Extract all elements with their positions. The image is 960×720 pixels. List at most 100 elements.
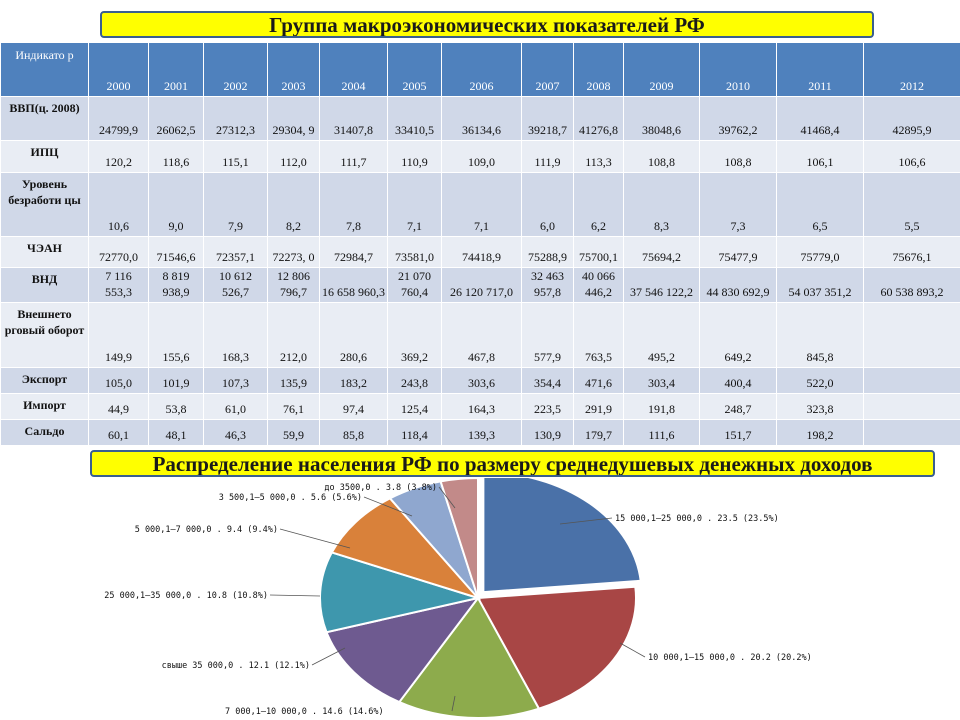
year-header: 2003 <box>267 42 320 97</box>
table-cell: 164,3 <box>441 393 522 420</box>
table-cell: 467,8 <box>441 302 522 368</box>
pie-leader-line <box>279 528 351 549</box>
table-cell: 291,9 <box>573 393 624 420</box>
table-cell: 7,9 <box>203 172 268 237</box>
table-cell: 763,5 <box>573 302 624 368</box>
table-cell: 280,6 <box>319 302 388 368</box>
table-header-row: Индикато р 2000 2001 2002 2003 2004 2005… <box>0 42 960 97</box>
pie-slice <box>439 478 479 599</box>
pie-leader-line <box>559 517 613 525</box>
table-cell: 151,7 <box>699 419 777 446</box>
table-cell: 112,0 <box>267 140 320 173</box>
table-row: Уровень безработи цы 10,6 9,0 7,9 8,2 7,8 7,1 7… <box>0 172 960 237</box>
pie-leader-line <box>269 594 321 597</box>
table-cell: 108,8 <box>623 140 700 173</box>
table-cell: 26062,5 <box>148 96 204 141</box>
table-cell: 303,6 <box>441 367 522 394</box>
pie-slice-label: 5 000,1–7 000,0 . 9.4 (9.4%) <box>135 525 278 535</box>
table-cell: 75477,9 <box>699 236 777 268</box>
year-header: 2009 <box>623 42 700 97</box>
table-cell: 75676,1 <box>863 236 960 268</box>
table-cell: 135,9 <box>267 367 320 394</box>
table-cell: 110,9 <box>387 140 442 173</box>
table-cell: 53,8 <box>148 393 204 420</box>
table-cell: 26 120 717,0 <box>441 267 522 303</box>
table-cell: 61,0 <box>203 393 268 420</box>
indicator-column-header: Индикато р <box>0 42 89 97</box>
pie-slice-label: 25 000,1–35 000,0 . 10.8 (10.8%) <box>104 591 268 601</box>
table-cell <box>863 302 960 368</box>
table-cell: 168,3 <box>203 302 268 368</box>
table-cell: 107,3 <box>203 367 268 394</box>
table-cell: 111,9 <box>521 140 574 173</box>
table-cell: 10,6 <box>88 172 149 237</box>
table-cell: 118,6 <box>148 140 204 173</box>
table-cell: 115,1 <box>203 140 268 173</box>
table-row: Сальдо 60,1 48,1 46,3 59,9 85,8 118,4 139,3 130,… <box>0 419 960 446</box>
table-cell: 60 538 893,2 <box>863 267 960 303</box>
pie-leader-line <box>619 642 646 658</box>
indicator-label: Внешнето рговый оборот <box>0 302 89 368</box>
table-cell: 44,9 <box>88 393 149 420</box>
table-cell: 72357,1 <box>203 236 268 268</box>
table-cell: 85,8 <box>319 419 388 446</box>
table-cell: 7,1 <box>441 172 522 237</box>
pie-slice <box>482 478 642 594</box>
table-cell: 495,2 <box>623 302 700 368</box>
table-cell: 120,2 <box>88 140 149 173</box>
year-header: 2000 <box>88 42 149 97</box>
indicator-label: ИПЦ <box>0 140 89 173</box>
table-cell: 243,8 <box>387 367 442 394</box>
table-row: ВНД 7 116 553,3 8 819 938,9 10 612 526,7 12 … <box>0 267 960 303</box>
year-header: 2006 <box>441 42 522 97</box>
table-cell: 649,2 <box>699 302 777 368</box>
table-cell: 130,9 <box>521 419 574 446</box>
table-cell: 21 070 760,4 <box>387 267 442 303</box>
table-cell: 6,2 <box>573 172 624 237</box>
table-row: ВВП(ц. 2008) 24799,9 26062,5 27312,3 29304, … <box>0 96 960 141</box>
table-cell: 8,2 <box>267 172 320 237</box>
table-cell: 471,6 <box>573 367 624 394</box>
table-cell: 125,4 <box>387 393 442 420</box>
table-cell: 7,3 <box>699 172 777 237</box>
table-cell: 29304, 9 <box>267 96 320 141</box>
table-cell: 97,4 <box>319 393 388 420</box>
table-row: Импорт 44,9 53,8 61,0 76,1 97,4 125,4 164,3 223,… <box>0 393 960 420</box>
table-cell: 74418,9 <box>441 236 522 268</box>
table-cell: 139,3 <box>441 419 522 446</box>
table-cell: 400,4 <box>699 367 777 394</box>
macro-indicators-title: Группа макроэкономических показателей РФ <box>100 11 874 38</box>
table-cell: 76,1 <box>267 393 320 420</box>
table-cell: 75694,2 <box>623 236 700 268</box>
table-cell: 8,3 <box>623 172 700 237</box>
table-cell: 9,0 <box>148 172 204 237</box>
table-cell: 248,7 <box>699 393 777 420</box>
table-cell: 24799,9 <box>88 96 149 141</box>
pie-slices <box>319 478 642 719</box>
table-cell: 72770,0 <box>88 236 149 268</box>
table-cell: 54 037 351,2 <box>776 267 864 303</box>
table-cell: 109,0 <box>441 140 522 173</box>
table-cell: 155,6 <box>148 302 204 368</box>
year-header: 2010 <box>699 42 777 97</box>
table-cell: 323,8 <box>776 393 864 420</box>
table-cell: 191,8 <box>623 393 700 420</box>
pie-slice <box>397 596 541 719</box>
year-header: 2004 <box>319 42 388 97</box>
table-cell: 369,2 <box>387 302 442 368</box>
table-cell: 71546,6 <box>148 236 204 268</box>
table-cell: 8 819 938,9 <box>148 267 204 303</box>
table-cell: 7,1 <box>387 172 442 237</box>
pie-leader-line <box>438 486 456 509</box>
table-cell: 522,0 <box>776 367 864 394</box>
pie-slice-label: 7 000,1–10 000,0 . 14.6 (14.6%) <box>225 707 384 717</box>
table-cell: 7 116 553,3 <box>88 267 149 303</box>
indicator-label: Уровень безработи цы <box>0 172 89 237</box>
table-cell: 106,1 <box>776 140 864 173</box>
table-cell: 223,5 <box>521 393 574 420</box>
table-row: ИПЦ 120,2 118,6 115,1 112,0 111,7 110,9 109,0 11… <box>0 140 960 173</box>
table-cell: 198,2 <box>776 419 864 446</box>
table-cell: 111,6 <box>623 419 700 446</box>
table-row: Внешнето рговый оборот 149,9 155,6 168,3 212… <box>0 302 960 368</box>
table-cell: 73581,0 <box>387 236 442 268</box>
